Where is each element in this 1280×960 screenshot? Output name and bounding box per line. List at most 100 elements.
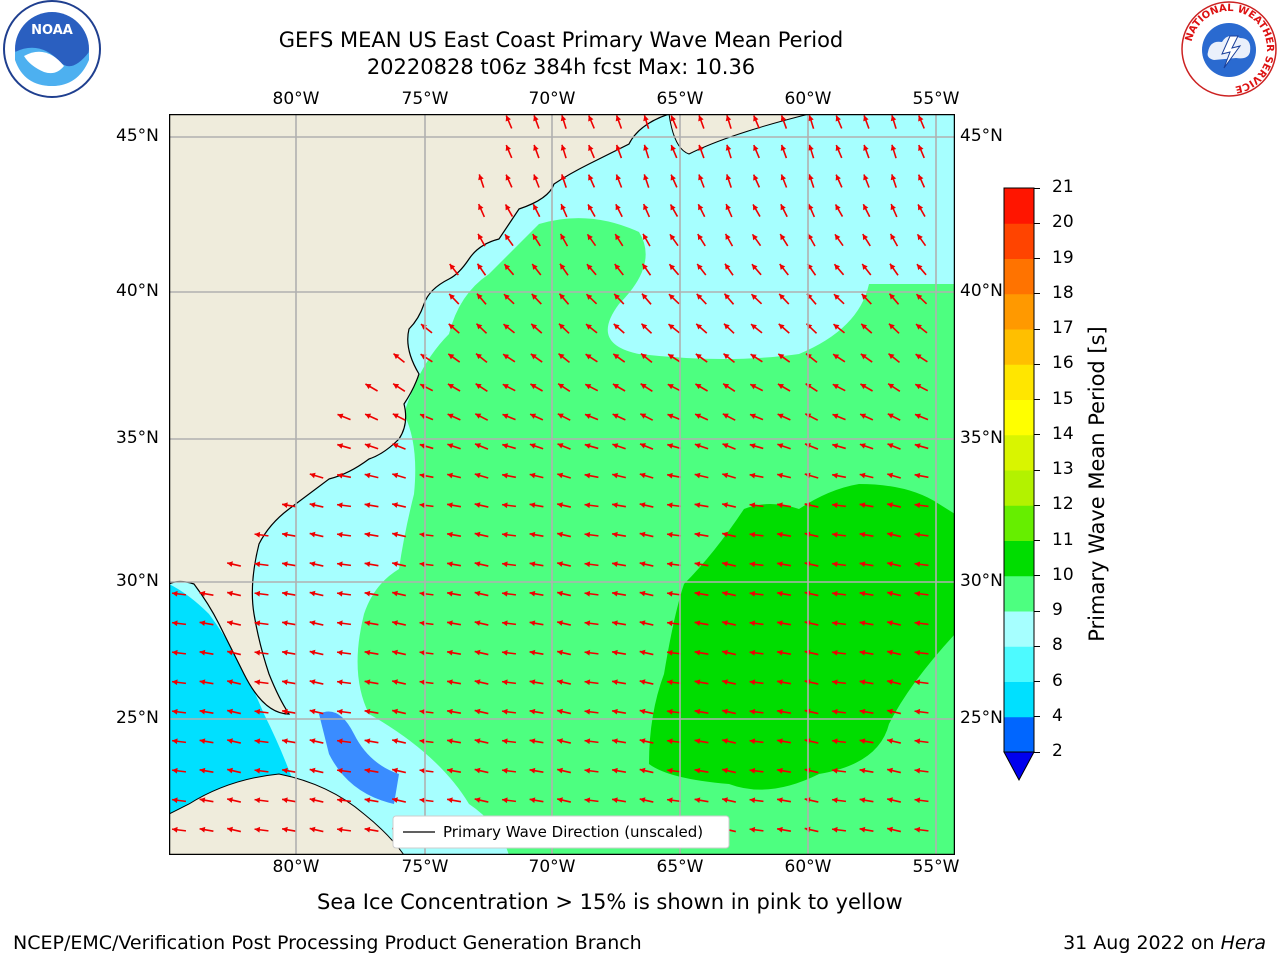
wave-arrow <box>914 708 929 715</box>
nws-logo: NATIONAL WEATHER SERVICE <box>1181 1 1277 97</box>
wave-arrow <box>914 472 929 479</box>
wave-arrow <box>556 649 572 656</box>
colorbar-tick-mark <box>1034 610 1040 612</box>
wave-arrow <box>556 797 572 803</box>
wave-arrow <box>393 353 405 363</box>
wave-arrow <box>474 708 489 715</box>
wave-arrow <box>254 826 269 833</box>
wave-arrow <box>474 649 489 656</box>
colorbar-tick-mark <box>1034 399 1040 400</box>
wave-arrow <box>666 767 682 774</box>
wave-arrow <box>364 561 379 568</box>
wave-arrow <box>557 472 571 479</box>
wave-arrow <box>281 797 297 804</box>
wave-arrow <box>556 590 572 597</box>
wave-arrow <box>889 233 899 247</box>
wave-arrow <box>668 323 680 334</box>
wave-arrow <box>556 767 572 774</box>
wave-arrow <box>446 620 462 627</box>
wave-arrow <box>915 353 928 363</box>
wave-arrow <box>501 472 517 479</box>
wave-arrow <box>886 679 902 685</box>
wave-arrow <box>584 620 599 627</box>
colorbar-tick-label: 17 <box>1052 318 1074 338</box>
lon-label-top-80w: 80°W <box>272 89 320 109</box>
wave-arrow <box>667 413 681 421</box>
wave-arrow <box>560 174 567 188</box>
wave-arrow <box>501 649 517 656</box>
wave-arrow <box>915 293 928 305</box>
wave-arrow <box>587 204 596 217</box>
wave-arrow <box>226 767 242 774</box>
wave-arrow <box>446 738 462 745</box>
wave-arrow <box>886 531 902 538</box>
wave-arrow <box>835 144 843 159</box>
wave-arrow <box>749 531 764 538</box>
wave-arrow <box>694 561 709 568</box>
wave-arrow <box>695 353 708 363</box>
wave-arrow <box>364 826 379 833</box>
colorbar-tick-mark <box>1034 293 1040 295</box>
wave-arrow <box>750 353 763 363</box>
wave-arrow <box>336 561 352 568</box>
wave-arrow <box>336 826 352 833</box>
wave-arrow <box>639 590 654 597</box>
colorbar-tick-label: 20 <box>1052 212 1074 233</box>
wave-arrow <box>749 649 764 656</box>
wave-arrow <box>419 531 434 538</box>
wave-arrow <box>749 443 764 450</box>
wave-arrow <box>914 679 929 686</box>
wave-arrow <box>721 767 737 774</box>
wave-arrow <box>831 502 847 509</box>
wave-arrow <box>780 174 788 188</box>
lon-label-bottom-75w: 75°W <box>401 857 449 877</box>
wave-arrow <box>611 797 627 804</box>
wave-arrow <box>529 797 544 804</box>
lat-label-right-25n: 25°N <box>960 708 1003 728</box>
wave-arrow <box>831 620 847 627</box>
wave-arrow <box>888 293 900 305</box>
wave-arrow <box>501 620 517 627</box>
wave-arrow <box>777 383 791 392</box>
wave-arrow <box>530 353 543 363</box>
wave-arrow <box>642 233 651 247</box>
wave-arrow <box>914 502 929 509</box>
wave-arrow <box>749 561 764 568</box>
wave-arrow <box>419 738 434 745</box>
wave-arrow <box>776 797 792 804</box>
wave-arrow <box>171 826 187 833</box>
wave-arrow <box>588 115 595 129</box>
wave-arrow <box>918 115 925 129</box>
wave-arrow <box>749 826 764 833</box>
wave-arrow <box>889 263 899 276</box>
wave-arrow <box>859 413 874 421</box>
noaa-logo: NOAA <box>3 0 101 98</box>
land-cuba <box>169 773 405 855</box>
lat-label-right-45n: 45°N <box>960 126 1003 146</box>
colorbar-segment <box>1004 575 1034 612</box>
wave-arrow <box>556 738 572 744</box>
wave-arrow <box>587 174 596 188</box>
wave-arrow <box>833 263 845 276</box>
wave-arrow <box>807 233 816 247</box>
wave-arrow <box>777 413 791 421</box>
wave-arrow <box>281 767 297 774</box>
wave-arrow <box>254 679 269 686</box>
wave-arrow <box>886 590 902 597</box>
wave-arrow <box>309 649 324 656</box>
wave-arrow <box>859 531 874 538</box>
wave-arrow <box>309 679 324 685</box>
wave-arrow <box>529 767 544 774</box>
wave-arrow <box>529 443 544 450</box>
wave-arrow <box>639 649 654 656</box>
wave-arrow <box>639 767 654 774</box>
wave-arrow <box>721 708 737 715</box>
colorbar-extend-arrow <box>1003 751 1035 782</box>
wave-arrow <box>419 708 434 715</box>
lon-label-bottom-80w: 80°W <box>272 857 320 877</box>
wave-arrow <box>831 472 847 479</box>
wave-arrow <box>529 738 544 745</box>
wave-arrow <box>835 174 843 188</box>
wave-arrow <box>725 174 732 188</box>
wave-arrow <box>364 620 379 627</box>
